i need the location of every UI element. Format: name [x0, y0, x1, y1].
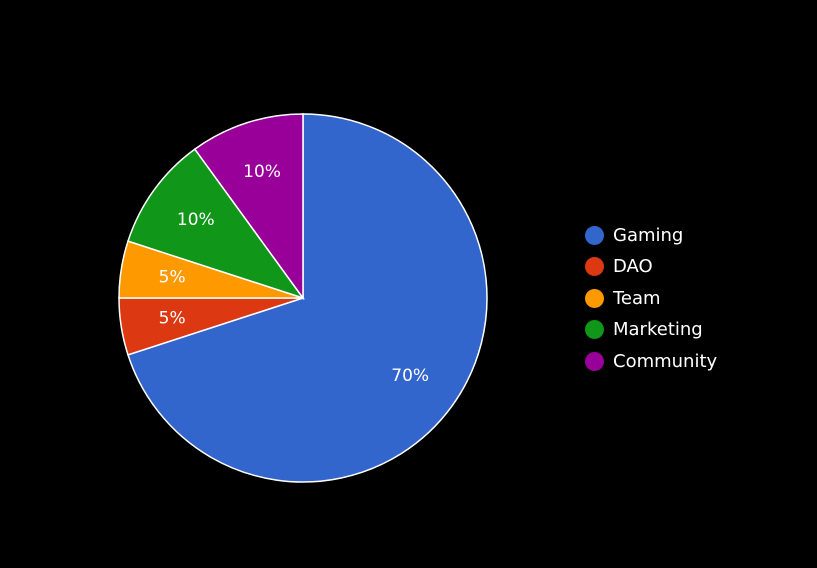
legend-swatch-community — [585, 351, 604, 371]
legend-label-marketing: Marketing — [613, 319, 703, 341]
pie-slice-marketing — [127, 148, 305, 300]
legend-label-community: Community — [613, 350, 718, 372]
pie-slice-labels: 70% 5% 5% 10% 10% — [159, 162, 429, 386]
legend-swatch-dao — [585, 257, 604, 277]
legend-swatch-team — [585, 288, 604, 308]
legend-label-team: Team — [613, 287, 661, 309]
legend-label-dao: DAO — [613, 256, 653, 278]
legend-item-dao: DAO — [585, 256, 717, 279]
chart-legend: Gaming DAO Team Marketing Community — [585, 224, 717, 373]
legend-item-team: Team — [585, 287, 717, 310]
legend-item-gaming: Gaming — [585, 224, 717, 247]
slice-label-dao: 5% — [159, 309, 186, 329]
legend-item-community: Community — [585, 350, 717, 373]
pie-slice-community — [193, 113, 304, 301]
legend-label-gaming: Gaming — [613, 224, 684, 246]
pie-slices — [118, 113, 488, 483]
slice-label-community: 10% — [243, 162, 281, 182]
slice-label-gaming: 70% — [391, 366, 429, 386]
slice-label-marketing: 10% — [177, 210, 215, 230]
legend-swatch-marketing — [585, 320, 604, 340]
slice-label-team: 5% — [159, 267, 186, 287]
pie-slice-gaming — [127, 113, 488, 483]
legend-item-marketing: Marketing — [585, 319, 717, 342]
legend-swatch-gaming — [585, 225, 604, 245]
